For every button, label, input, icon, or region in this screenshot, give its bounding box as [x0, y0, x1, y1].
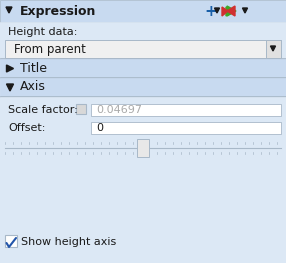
Bar [0, 78, 286, 96]
Bar [5, 235, 17, 247]
Text: Axis: Axis [20, 80, 46, 94]
Text: +: + [204, 3, 217, 18]
Text: From parent: From parent [14, 43, 86, 55]
Polygon shape [227, 6, 235, 16]
Bar [0, 22, 286, 74]
Bar [76, 104, 86, 114]
Text: Expression: Expression [20, 4, 96, 18]
Text: 0: 0 [96, 123, 103, 133]
Text: Scale factor:: Scale factor: [8, 105, 78, 115]
Text: Show height axis: Show height axis [21, 237, 116, 247]
Polygon shape [7, 65, 13, 72]
Bar [5, 40, 281, 58]
Bar [0, 59, 286, 77]
Polygon shape [226, 7, 234, 16]
Text: Title: Title [20, 62, 47, 74]
Bar [91, 122, 281, 134]
Polygon shape [7, 84, 13, 91]
Bar [137, 139, 149, 157]
Text: Offset:: Offset: [8, 123, 45, 133]
Polygon shape [6, 7, 12, 13]
Bar [0, 96, 286, 97]
Bar [0, 97, 286, 263]
Polygon shape [214, 8, 219, 13]
Polygon shape [271, 46, 275, 51]
Bar [91, 104, 281, 116]
Bar [0, 0, 286, 22]
Polygon shape [227, 6, 236, 16]
Polygon shape [222, 7, 228, 16]
Polygon shape [243, 8, 247, 13]
Bar [0, 77, 286, 78]
Text: Height data:: Height data: [8, 27, 78, 37]
Text: 0.04697: 0.04697 [96, 105, 142, 115]
Bar [0, 58, 286, 59]
Bar [266, 40, 281, 58]
